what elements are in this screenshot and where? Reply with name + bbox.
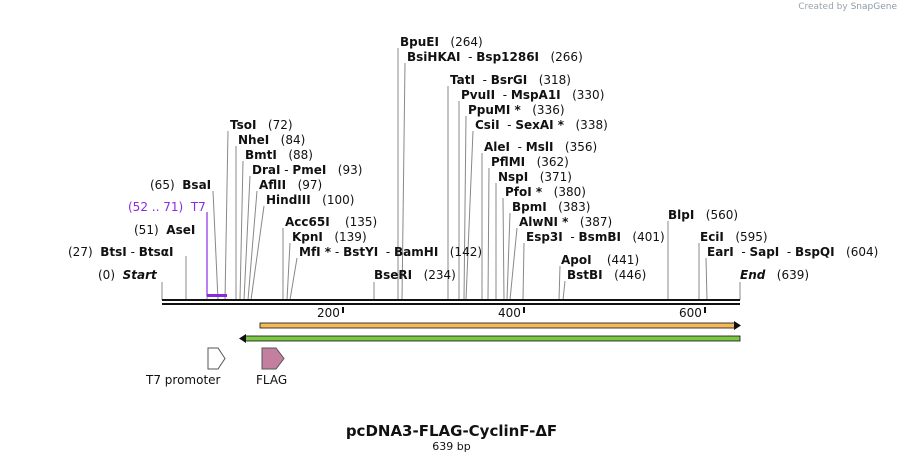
site-alei[interactable]: AleI - MslI (356) xyxy=(484,140,598,154)
snapgene-credit: Created by SnapGene xyxy=(798,2,897,12)
site-tsoi[interactable]: TsoI (72) xyxy=(230,118,293,132)
site-apoi[interactable]: ApoI (441) xyxy=(561,253,640,267)
site-ppumi[interactable]: PpuMI * (336) xyxy=(468,103,565,117)
site-csii[interactable]: CsiI - SexAI * (338) xyxy=(475,118,608,132)
site-pfoi[interactable]: PfoI * (380) xyxy=(505,185,586,199)
site-kpni[interactable]: KpnI (139) xyxy=(292,230,367,244)
end-site[interactable]: End (639) xyxy=(740,268,810,282)
site-nspi[interactable]: NspI (371) xyxy=(498,170,572,184)
backbone-bottom xyxy=(162,303,740,305)
site-alwni[interactable]: AlwNI * (387) xyxy=(519,215,613,229)
site-acc65i[interactable]: Acc65I (135) xyxy=(285,215,378,229)
start-site[interactable]: (0) Start xyxy=(98,268,157,282)
site-bstbi[interactable]: BstBI (446) xyxy=(567,268,647,282)
site-blpi[interactable]: BlpI (560) xyxy=(668,208,739,222)
site-btsi[interactable]: (27) BtsI - BtsαI xyxy=(68,245,174,259)
site-bsihkai[interactable]: BsiHKAI - Bsp1286I (266) xyxy=(407,50,583,64)
site-bsai[interactable]: (65) BsaI xyxy=(150,178,212,192)
site-mfi[interactable]: MfI * - BstYI - BamHI (142) xyxy=(299,245,483,259)
site-nhei[interactable]: NheI (84) xyxy=(238,133,306,147)
tick-label-200: 200 xyxy=(317,306,340,320)
tick-label-400: 400 xyxy=(498,306,521,320)
site-eari[interactable]: EarI - SapI - BspQI (604) xyxy=(707,245,879,259)
site-bseri[interactable]: BseRI (234) xyxy=(374,268,456,282)
site-aflii[interactable]: AflII (97) xyxy=(259,178,323,192)
site-bpmi[interactable]: BpmI (383) xyxy=(512,200,591,214)
scale-ticks xyxy=(342,307,706,313)
site-bpuei[interactable]: BpuEI (264) xyxy=(400,35,483,49)
site-drai[interactable]: DraI - PmeI (93) xyxy=(252,163,363,177)
primer-mark xyxy=(207,294,227,297)
site-tati[interactable]: TatI - BsrGI (318) xyxy=(450,73,571,87)
map-length: 639 bp xyxy=(432,440,471,453)
flag-arrow[interactable] xyxy=(261,347,285,370)
map-title: pcDNA3-FLAG-CyclinF-ΔF xyxy=(345,422,558,440)
orf-forward[interactable] xyxy=(259,321,741,330)
orf-reverse[interactable] xyxy=(239,334,741,343)
snapgene-brand: SnapGene xyxy=(850,2,897,12)
site-pvuii[interactable]: PvuII - MspA1I (330) xyxy=(461,88,605,102)
primer-t7[interactable]: (52 .. 71) T7 xyxy=(128,200,206,214)
flag-label: FLAG xyxy=(256,373,288,387)
credit-text: Created by xyxy=(798,2,848,12)
backbone-top xyxy=(162,299,740,301)
site-esp3i[interactable]: Esp3I - BsmBI (401) xyxy=(526,230,665,244)
site-ecii[interactable]: EciI (595) xyxy=(700,230,768,244)
t7-promoter-arrow[interactable] xyxy=(207,347,226,370)
site-hindiii[interactable]: HindIII (100) xyxy=(266,193,355,207)
site-asei[interactable]: (51) AseI xyxy=(134,223,196,237)
cut-site-lines xyxy=(161,48,741,301)
site-pflmi[interactable]: PflMI (362) xyxy=(491,155,569,169)
tick-label-600: 600 xyxy=(679,306,702,320)
site-bmti[interactable]: BmtI (88) xyxy=(245,148,313,162)
t7-promoter-label: T7 promoter xyxy=(146,373,221,387)
